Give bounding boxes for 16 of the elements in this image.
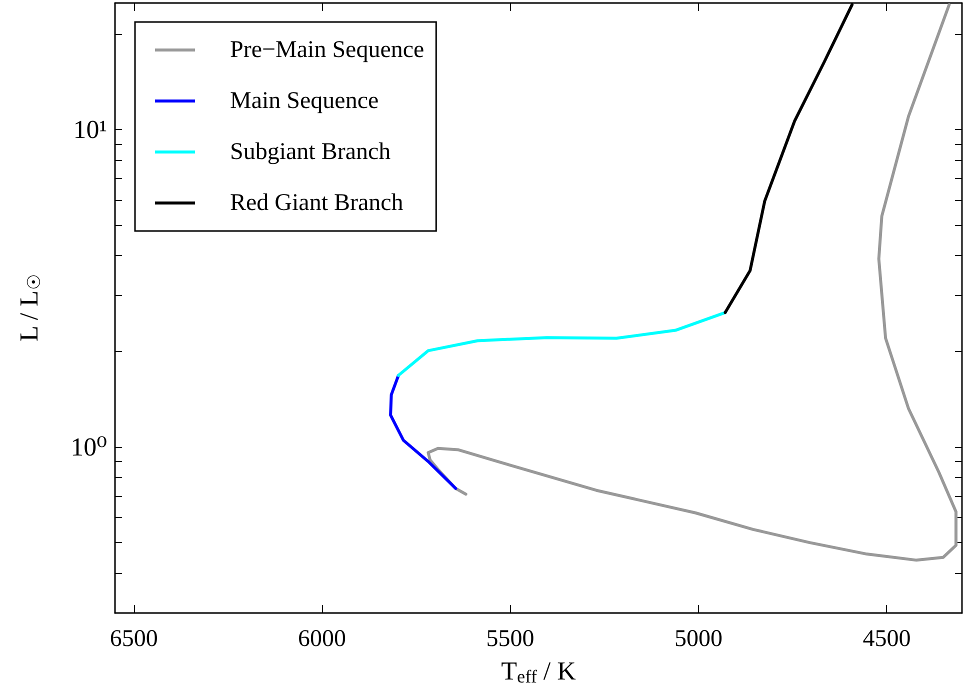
line-series — [396, 311, 727, 377]
y-axis-title: L / L☉ — [14, 274, 44, 342]
line-series — [389, 374, 458, 490]
x-tick-label: 6000 — [298, 626, 346, 652]
line-series — [426, 3, 958, 562]
legend-label: Main Sequence — [230, 88, 379, 114]
x-tick-label: 5000 — [674, 626, 722, 652]
y-tick-label: 10¹ — [73, 114, 107, 144]
x-tick-label: 4500 — [862, 626, 911, 652]
x-tick-label: 5500 — [486, 626, 534, 652]
x-axis-title: Teff / K — [501, 656, 576, 686]
legend-label: Subgiant Branch — [230, 139, 391, 165]
legend-label: Red Giant Branch — [230, 190, 404, 216]
y-tick-label: 10⁰ — [70, 432, 107, 462]
legend-label: Pre−Main Sequence — [230, 37, 424, 63]
x-tick-label: 6500 — [110, 626, 158, 652]
